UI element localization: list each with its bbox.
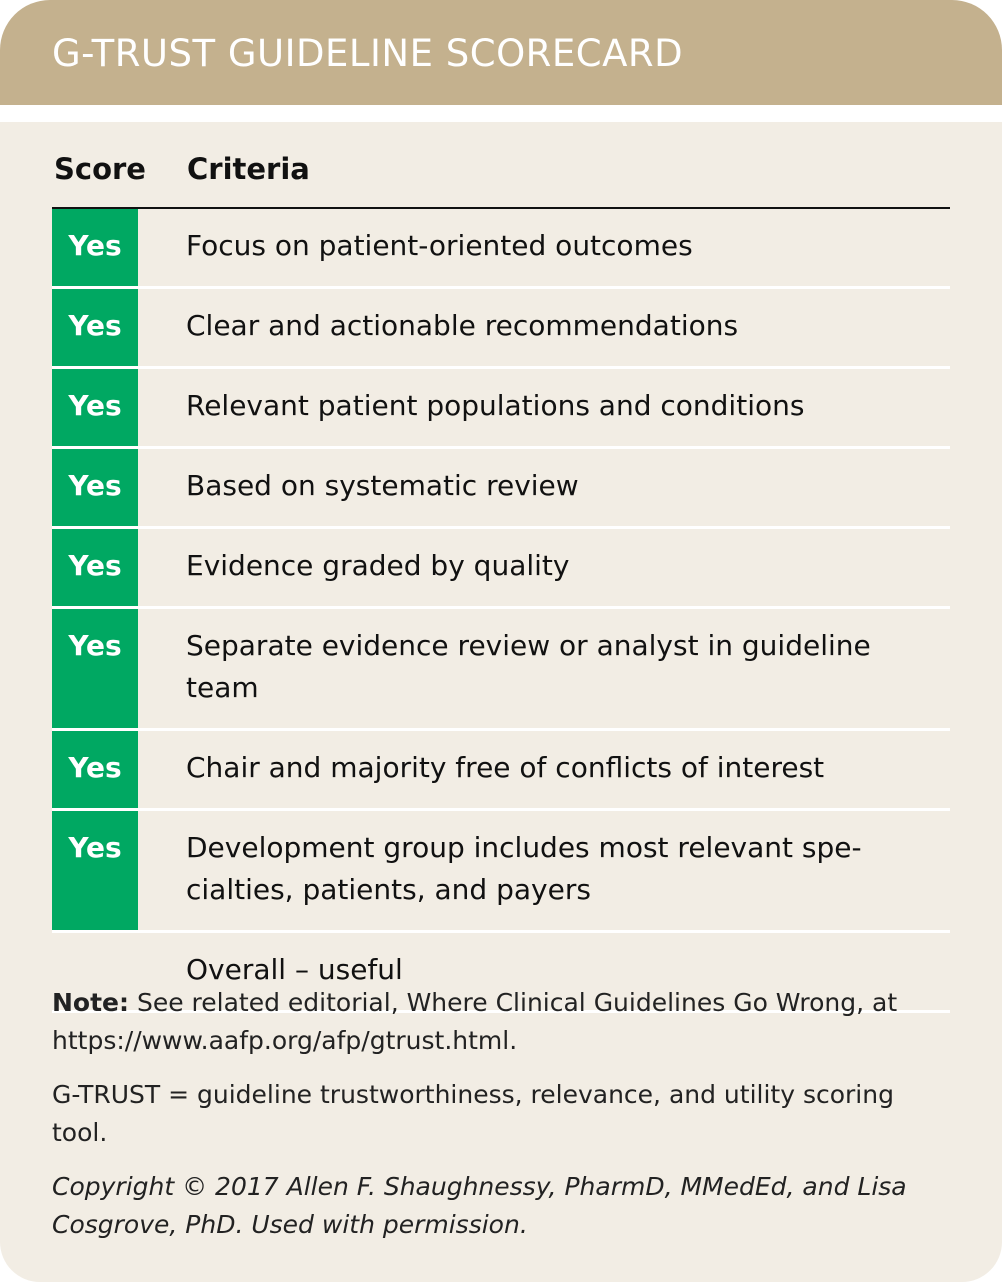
criteria-cell: Clear and actionable recommendations [138,287,950,369]
note-label: Note: [52,988,130,1017]
criteria-cell: Separate evidence review or analyst in g… [138,607,950,731]
table-row: Overall – useful [52,931,950,1013]
table-row: Yes Chair and majority free of conflicts … [52,729,950,811]
criteria-cell: Development group includes most relevant… [138,809,950,933]
abbreviation-note: G-TRUST = guideline trustworthiness, rel… [52,1080,894,1147]
criteria-text: Evidence graded by quality [186,549,570,582]
note: Note: See related editorial, Where Clini… [52,984,957,1060]
criteria-text: Relevant patient populations and conditi… [186,389,805,422]
criteria-text: Development group includes most relevant… [186,831,862,906]
table-row: Yes Clear and actionable recommendations [52,287,950,369]
header-bar: G-TRUST GUIDELINE SCORECARD [0,0,1002,105]
table-row: Yes Focus on patient-oriented outcomes [52,209,950,289]
criteria-cell: Overall – useful [138,931,950,1013]
score-cell: Yes [52,287,138,369]
table-row: Yes Development group includes most relev… [52,809,950,933]
table-row: Yes Relevant patient populations and cond… [52,367,950,449]
criteria-text: Overall – useful [186,953,403,986]
table-row: Yes Separate evidence review or analyst i… [52,607,950,731]
footnotes: Note: See related editorial, Where Clini… [52,984,957,1260]
column-header-criteria: Criteria [187,152,310,186]
criteria-cell: Chair and majority free of conflicts of … [138,729,950,811]
page-title: G-TRUST GUIDELINE SCORECARD [52,32,684,75]
table-row: Yes Based on systematic review [52,447,950,529]
criteria-cell: Based on systematic review [138,447,950,529]
score-cell: Yes [52,527,138,609]
criteria-text: Based on systematic review [186,469,579,502]
criteria-cell: Focus on patient-oriented outcomes [138,209,950,289]
score-cell: Yes [52,209,138,289]
copyright-note: Copyright © 2017 Allen F. Shaughnessy, P… [52,1168,957,1244]
scorecard-table: Yes Focus on patient-oriented outcomes Yes… [52,209,950,1013]
score-cell: Yes [52,447,138,529]
criteria-text: Focus on patient-oriented outcomes [186,229,693,262]
score-cell [52,931,138,1013]
criteria-text: Separate evidence review or analyst in g… [186,629,871,704]
criteria-cell: Evidence graded by quality [138,527,950,609]
copyright-text: Copyright © 2017 Allen F. Shaughnessy, P… [52,1172,907,1239]
score-cell: Yes [52,367,138,449]
score-cell: Yes [52,809,138,933]
header-rule [52,207,950,209]
score-cell: Yes [52,729,138,811]
criteria-cell: Relevant patient populations and conditi… [138,367,950,449]
criteria-text: Chair and majority free of conflicts of … [186,751,825,784]
criteria-text: Clear and actionable recommendations [186,309,739,342]
note-text: See related editorial, Where Clinical Gu… [52,988,898,1055]
score-cell: Yes [52,607,138,731]
column-header-score: Score [54,152,146,186]
table-row: Yes Evidence graded by quality [52,527,950,609]
